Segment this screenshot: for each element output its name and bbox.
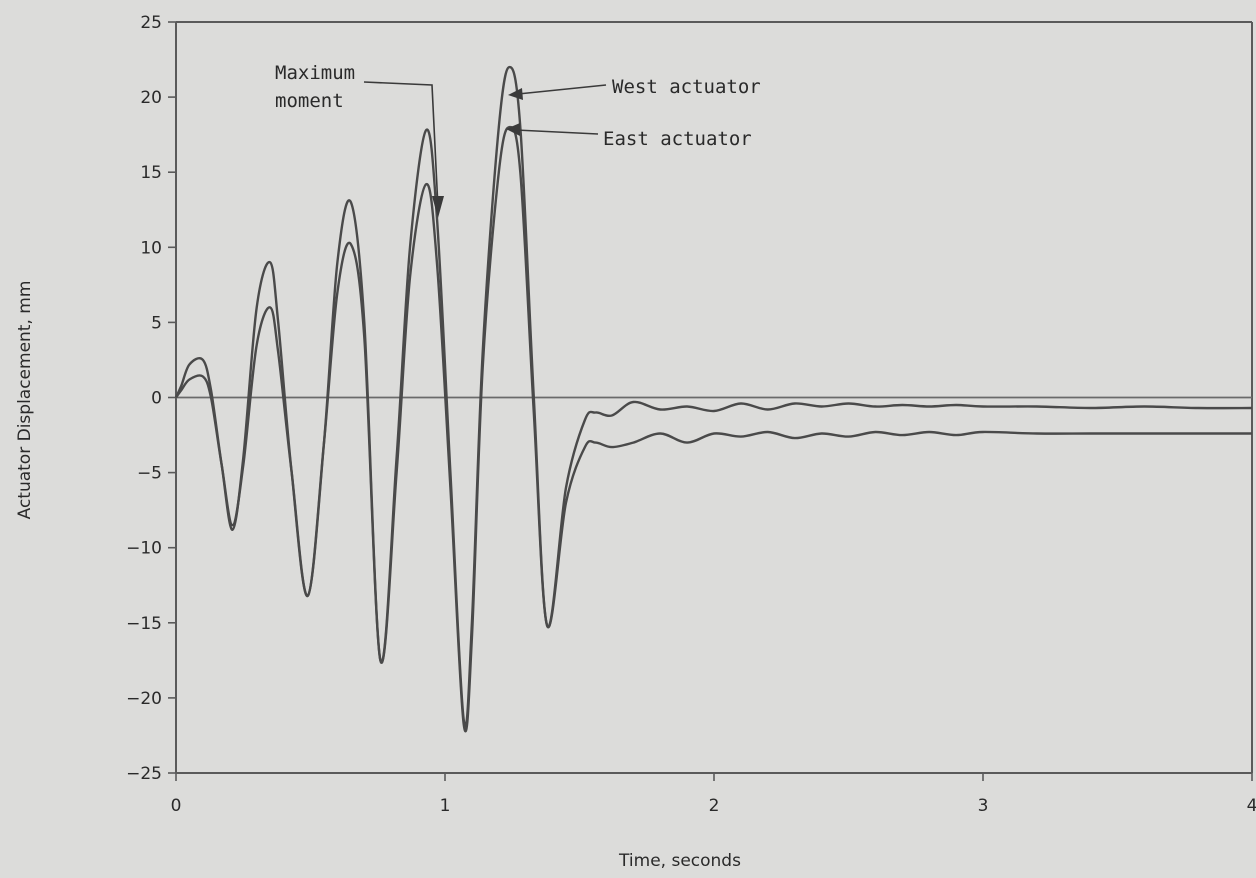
y-axis-title: Actuator Displacement, mm: [15, 281, 35, 520]
x-axis-title: Time, seconds: [618, 851, 741, 871]
x-tick-label: 0: [171, 796, 182, 816]
y-tick-label: −20: [126, 689, 162, 709]
y-tick-label: −15: [126, 614, 162, 634]
annotation-east-actuator-arrow: [515, 129, 599, 135]
annotation-maximum-moment-arrowhead: [432, 196, 444, 218]
annotation-maximum-moment-arrow: [363, 81, 439, 209]
annotation-west-actuator-label: West actuator: [612, 76, 761, 98]
y-tick-label: 25: [140, 13, 162, 33]
series-line-east-actuator: [175, 125, 1252, 733]
x-tick-group: 0 1 2 3 4: [171, 773, 1256, 816]
y-tick-label: 5: [151, 313, 162, 333]
annotation-maximum-moment-line2: moment: [275, 90, 344, 112]
annotation-west-actuator-arrowhead: [508, 88, 523, 100]
series-group: [174, 65, 1253, 733]
annotation-east-actuator-label: East actuator: [603, 128, 752, 150]
x-tick-label: 3: [978, 796, 989, 816]
x-tick-label: 1: [440, 796, 451, 816]
x-tick-label: 4: [1247, 796, 1256, 816]
annotation-east-actuator-arrowhead: [506, 123, 520, 136]
x-tick-label: 2: [709, 796, 720, 816]
annotation-west-actuator: West actuator: [508, 76, 761, 100]
annotation-maximum-moment-line1: Maximum: [275, 62, 355, 84]
y-tick-label: −5: [137, 464, 162, 484]
y-tick-label: −10: [126, 539, 162, 559]
y-tick-group: 25 20 15 10 5 0 −5 −10 −15 −20 −25: [126, 13, 176, 784]
annotation-west-actuator-arrow: [517, 84, 607, 95]
y-tick-label: 20: [140, 88, 162, 108]
annotation-maximum-moment: Maximum moment: [275, 62, 444, 218]
y-tick-label: 15: [140, 163, 162, 183]
y-tick-label: 10: [140, 238, 162, 258]
y-tick-label: −25: [126, 764, 162, 784]
annotation-east-actuator: East actuator: [506, 123, 752, 150]
y-tick-label: 0: [151, 389, 162, 409]
